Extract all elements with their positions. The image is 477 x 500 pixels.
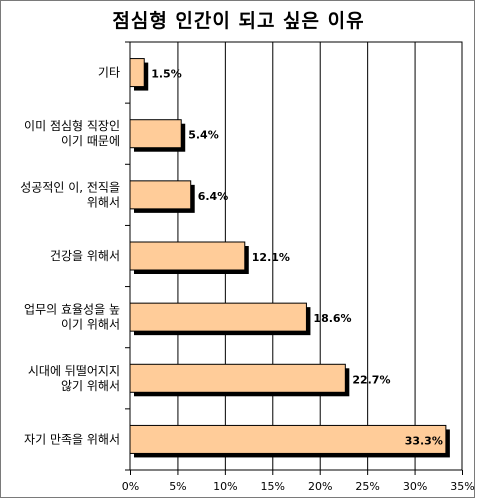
x-tick-label: 0%	[122, 480, 139, 493]
category-label: 업무의 효율성을 높	[24, 303, 120, 317]
x-tick-label: 10%	[213, 480, 237, 493]
category-label: 성공적인 이, 전직을	[20, 180, 120, 194]
x-tick-label: 20%	[308, 480, 332, 493]
x-tick-label: 25%	[355, 480, 379, 493]
category-label: 기타	[98, 66, 120, 80]
data-label: 6.4%	[198, 190, 229, 203]
x-tick-label: 5%	[169, 480, 186, 493]
category-label: 이기 때문에	[61, 134, 120, 148]
bar	[129, 241, 246, 271]
x-tick-label: 30%	[403, 480, 427, 493]
bar	[129, 119, 182, 149]
category-label: 않기 위해서	[61, 379, 120, 393]
data-label: 33.3%	[405, 434, 443, 447]
chart-title: 점심형 인간이 되고 싶은 이유	[112, 10, 365, 32]
data-label: 12.1%	[252, 251, 290, 264]
data-label: 18.6%	[313, 312, 351, 325]
category-label: 이미 점심형 직장인	[24, 119, 120, 133]
category-label: 시대에 뒤떨어지지	[28, 364, 120, 378]
data-label: 5.4%	[188, 129, 219, 142]
data-label: 1.5%	[151, 68, 182, 81]
bar	[129, 302, 307, 332]
bar	[129, 424, 447, 454]
bar	[129, 363, 346, 393]
x-tick-label: 15%	[261, 480, 285, 493]
bar	[129, 58, 145, 88]
x-tick-label: 35%	[450, 480, 474, 493]
data-label: 22.7%	[352, 373, 390, 386]
bar	[129, 180, 192, 210]
category-label: 건강을 위해서	[50, 249, 120, 263]
category-label: 위해서	[87, 195, 120, 209]
category-label: 이기 위해서	[61, 318, 120, 332]
category-label: 자기 만족을 위해서	[24, 432, 120, 446]
